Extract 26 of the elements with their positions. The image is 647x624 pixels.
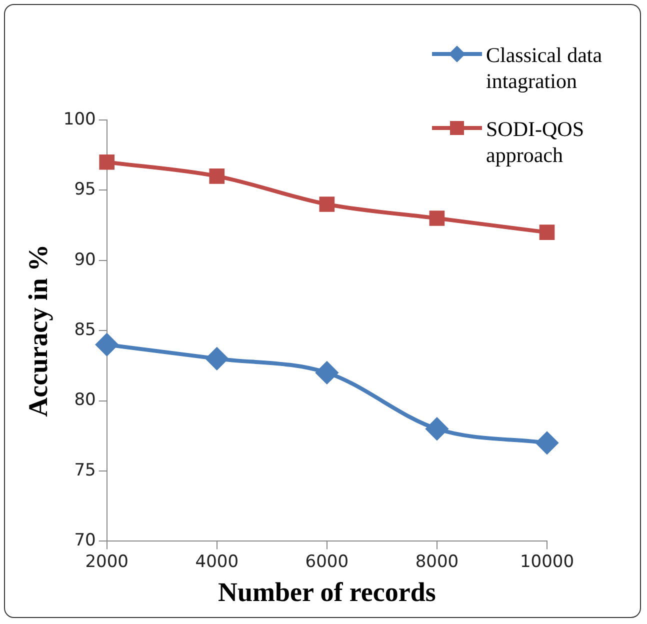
- y-tick-label: 70: [74, 530, 96, 551]
- x-tick-label: 6000: [305, 552, 349, 572]
- point: [99, 154, 115, 170]
- x-tick-label: 8000: [415, 552, 459, 572]
- x-tick-label: 2000: [85, 552, 128, 572]
- x-tick-label: 10000: [520, 552, 574, 572]
- legend-label: SODI-QOS approach: [486, 116, 586, 168]
- point: [536, 432, 558, 454]
- point: [316, 362, 338, 384]
- point: [429, 210, 445, 226]
- legend-label: Classical data intagration: [486, 42, 604, 94]
- y-tick-label: 100: [63, 109, 96, 130]
- x-axis-title: Number of records: [218, 576, 436, 607]
- x-tick-label: 4000: [195, 552, 239, 572]
- y-tick-label: 75: [74, 460, 96, 480]
- point: [539, 224, 555, 240]
- y-tick-label: 95: [74, 180, 96, 200]
- point: [96, 334, 118, 356]
- point: [426, 418, 448, 440]
- point: [206, 348, 228, 370]
- y-tick-label: 80: [74, 390, 96, 410]
- y-tick-label: 85: [74, 320, 96, 340]
- point: [319, 196, 335, 212]
- point: [209, 168, 225, 184]
- y-axis-title: Accuracy in %: [23, 244, 54, 417]
- y-tick-label: 90: [74, 250, 96, 270]
